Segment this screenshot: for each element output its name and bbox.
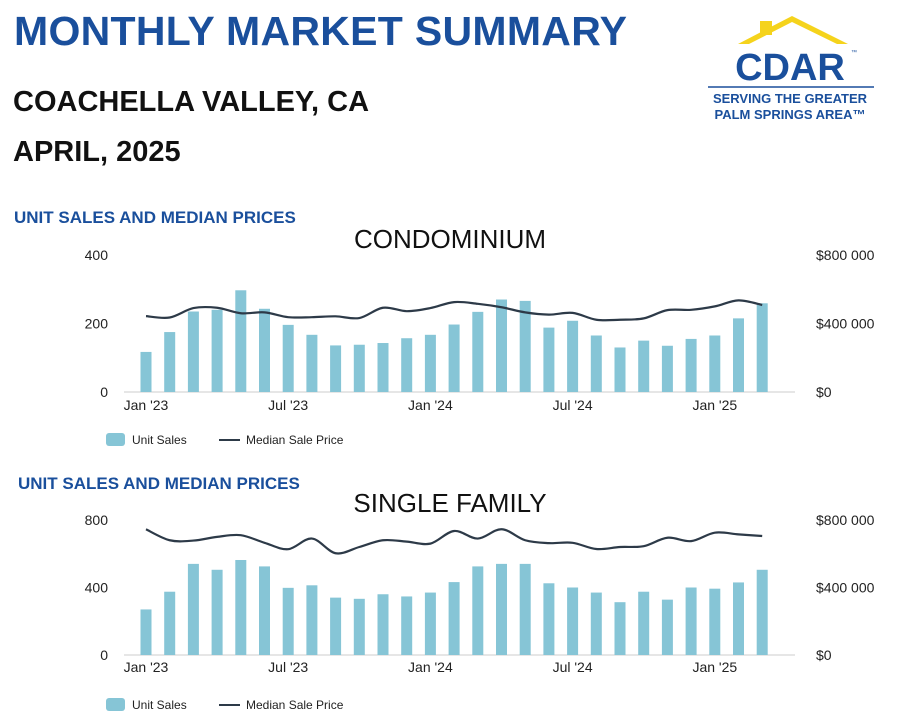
condo-x-tick-label: Jan '24	[408, 397, 453, 413]
sfh-x-tick-label: Jan '24	[408, 659, 453, 675]
condo-bar-15	[496, 299, 507, 392]
sfh-right-tick-label: $0	[816, 647, 832, 663]
condo-right-tick-label: $400 000	[816, 316, 875, 332]
condo-left-tick-label: 0	[100, 384, 108, 400]
condo-x-tick-label: Jul '24	[553, 397, 593, 413]
condo-bar-7	[306, 334, 318, 392]
sfh-bar-4	[235, 559, 247, 655]
sfh-bar-19	[590, 592, 602, 655]
sfh-bar-12	[424, 592, 436, 655]
condo-bar-25	[733, 318, 744, 392]
sfh-x-tick-label: Jan '23	[124, 659, 169, 675]
sfh-bar-15	[496, 563, 507, 655]
condo-bar-4	[235, 290, 247, 392]
sfh-x-tick-label: Jan '25	[692, 659, 737, 675]
sfh-bar-20	[614, 602, 626, 655]
region-subtitle: COACHELLA VALLEY, CA	[13, 86, 370, 118]
condo-median-price-line	[145, 299, 763, 322]
sfh-left-tick-label: 0	[100, 647, 108, 663]
condo-bar-19	[590, 335, 602, 392]
condo-bar-9	[353, 344, 365, 392]
condo-bar-23	[685, 338, 697, 392]
period-subtitle: APRIL, 2025	[13, 136, 181, 168]
sfh-bar-1	[164, 591, 176, 655]
sfh-bar-22	[661, 599, 673, 655]
page-title: MONTHLY MARKET SUMMARY	[14, 8, 628, 54]
sfh-bar-0	[140, 609, 152, 655]
condo-x-tick-label: Jan '23	[124, 397, 169, 413]
sfh-chart: 800 400 0 $800 000 $400 000 $0 Jan '23 Jul '23 J…	[85, 512, 875, 712]
condo-bar-8	[330, 345, 342, 392]
condo-bar-20	[614, 347, 626, 392]
sfh-right-tick-label: $800 000	[816, 512, 875, 528]
sfh-bar-7	[306, 585, 318, 655]
condo-bar-22	[661, 345, 673, 392]
sfh-bar-21	[638, 591, 650, 655]
condo-right-tick-label: $0	[816, 384, 832, 400]
condo-bar-16	[519, 300, 531, 392]
logo-wordmark: CDAR	[735, 47, 845, 89]
condo-bar-1	[164, 332, 176, 392]
condo-left-tick-label: 400	[85, 247, 109, 263]
house-roof-icon	[738, 16, 848, 44]
sfh-bar-6	[282, 587, 294, 655]
condo-bar-10	[377, 343, 389, 392]
sfh-bar-8	[330, 597, 342, 655]
condo-section-label: UNIT SALES AND MEDIAN PRICES	[14, 208, 296, 227]
condo-bar-12	[424, 334, 436, 392]
sfh-bar-9	[353, 598, 365, 655]
svg-text:™: ™	[851, 49, 857, 56]
condo-bar-21	[638, 340, 650, 392]
sfh-chart-title: SINGLE FAMILY	[353, 488, 547, 518]
sfh-bar-14	[472, 566, 484, 655]
condo-bar-13	[448, 324, 460, 392]
sfh-legend-median-price: Median Sale Price	[246, 698, 344, 712]
condo-bar-26	[756, 303, 768, 392]
sfh-section-label: UNIT SALES AND MEDIAN PRICES	[18, 474, 300, 493]
sfh-bar-25	[733, 582, 744, 655]
sfh-legend-bar-swatch	[106, 698, 125, 711]
condo-bar-2	[187, 311, 199, 392]
condo-legend-bar-swatch	[106, 433, 125, 446]
condo-bar-14	[472, 311, 484, 392]
logo-tagline-line1: SERVING THE GREATER	[713, 91, 868, 106]
sfh-bar-17	[543, 583, 555, 655]
sfh-bar-16	[519, 563, 531, 655]
sfh-bar-23	[685, 587, 697, 655]
condo-bar-17	[543, 327, 555, 392]
sfh-legend-unit-sales: Unit Sales	[132, 698, 187, 712]
condo-left-tick-label: 200	[85, 316, 109, 332]
logo-tagline-line2: PALM SPRINGS AREA™	[715, 107, 866, 122]
sfh-bar-11	[401, 596, 413, 655]
sfh-left-tick-label: 400	[85, 580, 109, 596]
sfh-left-tick-label: 800	[85, 512, 109, 528]
cdar-logo: CDAR ™ SERVING THE GREATER PALM SPRINGS …	[708, 16, 874, 122]
condo-bar-24	[709, 335, 721, 392]
sfh-bar-10	[377, 594, 389, 655]
condo-legend-unit-sales: Unit Sales	[132, 433, 187, 447]
sfh-bar-3	[211, 569, 223, 655]
sfh-bar-13	[448, 582, 460, 655]
condo-chart: 400 200 0 $800 000 $400 000 $0 Jan '23 Jul '23 J…	[85, 247, 875, 447]
sfh-bar-26	[756, 569, 768, 655]
sfh-right-tick-label: $400 000	[816, 580, 875, 596]
sfh-bar-2	[187, 563, 199, 655]
condo-bar-3	[211, 309, 223, 392]
sfh-bar-18	[567, 587, 579, 655]
sfh-x-tick-label: Jul '24	[553, 659, 593, 675]
condo-x-tick-label: Jan '25	[692, 397, 737, 413]
condo-bar-0	[140, 351, 152, 392]
sfh-bar-24	[709, 588, 721, 655]
condo-bar-5	[259, 308, 270, 392]
condo-right-tick-label: $800 000	[816, 247, 875, 263]
condo-legend-median-price: Median Sale Price	[246, 433, 344, 447]
sfh-bar-5	[259, 566, 270, 655]
condo-bar-6	[282, 324, 294, 392]
sfh-x-tick-label: Jul '23	[268, 659, 308, 675]
condo-bar-11	[401, 338, 413, 392]
condo-chart-title: CONDOMINIUM	[353, 224, 547, 254]
condo-bar-18	[567, 320, 579, 392]
sfh-median-price-line	[145, 528, 763, 555]
condo-x-tick-label: Jul '23	[268, 397, 308, 413]
